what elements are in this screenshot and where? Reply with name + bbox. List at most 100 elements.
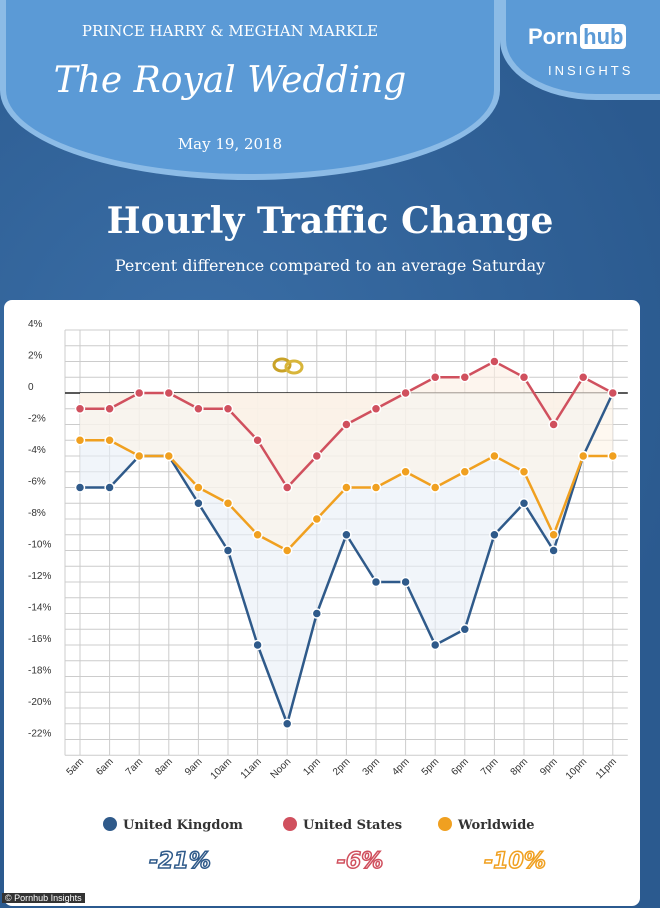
data-point <box>518 372 530 383</box>
data-point <box>429 372 441 383</box>
data-point <box>548 529 559 540</box>
event-title: The Royal Wedding <box>53 60 407 101</box>
y-tick-label: -18% <box>28 666 51 677</box>
y-tick-label: -14% <box>28 603 51 614</box>
data-point <box>577 450 589 462</box>
data-point <box>163 450 175 462</box>
x-tick-label: 6pm <box>449 756 471 778</box>
data-point <box>133 450 145 462</box>
data-point <box>74 403 86 414</box>
data-point <box>311 608 323 619</box>
data-point <box>429 639 441 651</box>
x-tick-label: 9pm <box>538 756 560 778</box>
x-tick-label: 3pm <box>361 756 383 778</box>
y-tick-label: -8% <box>28 508 46 519</box>
data-point <box>400 387 411 399</box>
data-point <box>400 576 411 588</box>
data-point <box>518 466 530 477</box>
data-point <box>489 450 500 462</box>
rings-icon <box>284 359 304 375</box>
brand-b: hub <box>580 24 627 49</box>
data-point <box>370 403 382 414</box>
y-tick-label: 0 <box>28 382 34 393</box>
data-point <box>459 372 471 383</box>
legend-marker <box>103 817 117 831</box>
data-point <box>281 545 293 556</box>
data-point <box>518 498 530 509</box>
summary-value: -10% <box>484 849 546 874</box>
x-tick-label: 5pm <box>420 756 442 778</box>
data-point <box>548 545 559 556</box>
data-point <box>311 513 323 525</box>
brand-logo: Porn hub <box>528 24 627 50</box>
data-point <box>489 529 500 540</box>
x-tick-label: 2pm <box>331 756 353 778</box>
data-point <box>489 356 500 367</box>
data-point <box>459 624 471 635</box>
y-tick-label: -4% <box>28 445 46 456</box>
data-point <box>281 718 293 729</box>
data-point <box>193 403 204 414</box>
x-tick-label: 11pm <box>594 756 619 781</box>
data-point <box>311 450 323 462</box>
data-point <box>429 482 441 493</box>
legend-label: United States <box>303 818 402 833</box>
data-point <box>222 403 234 414</box>
y-tick-label: -16% <box>28 634 51 645</box>
data-point <box>607 387 619 399</box>
data-point <box>577 372 589 383</box>
rings-icon <box>272 357 292 373</box>
data-point <box>370 576 382 588</box>
y-tick-label: -6% <box>28 477 46 488</box>
y-tick-label: -12% <box>28 571 51 582</box>
x-tick-label: 8pm <box>509 756 531 778</box>
y-tick-label: 4% <box>28 319 43 330</box>
legend-label: United Kingdom <box>123 818 243 833</box>
series-area-2 <box>80 393 613 551</box>
x-tick-label: 10pm <box>564 756 589 781</box>
y-tick-label: -10% <box>28 540 51 551</box>
legend-marker <box>283 817 297 831</box>
couple-names: PRINCE HARRY & MEGHAN MARKLE <box>81 22 379 40</box>
x-tick-label: 7am <box>124 756 146 778</box>
data-point <box>607 450 619 462</box>
y-tick-label: 2% <box>28 351 43 362</box>
chart-subtitle: Percent difference compared to an averag… <box>114 256 546 275</box>
x-tick-label: 7pm <box>479 756 501 778</box>
data-point <box>222 498 234 509</box>
x-tick-label: 8am <box>153 756 175 778</box>
x-tick-label: 11am <box>239 756 264 781</box>
data-point <box>163 387 175 399</box>
data-point <box>252 435 263 446</box>
credit: © Pornhub Insights <box>2 893 85 903</box>
brand-sub: INSIGHTS <box>548 63 634 78</box>
data-point <box>252 639 263 651</box>
brand-a: Porn <box>528 24 579 49</box>
data-point <box>222 545 234 556</box>
data-point <box>341 419 352 430</box>
event-date: May 19, 2018 <box>177 135 283 153</box>
data-point <box>104 403 115 414</box>
data-point <box>281 482 293 493</box>
y-tick-label: -20% <box>28 697 51 708</box>
data-point <box>74 482 86 493</box>
header-banner <box>0 0 500 180</box>
data-point <box>104 482 115 493</box>
data-point <box>193 498 204 509</box>
x-tick-label: 1pm <box>301 756 323 778</box>
x-tick-label: 4pm <box>390 756 412 778</box>
x-tick-label: 9am <box>183 756 205 778</box>
chart-title: Hourly Traffic Change <box>106 200 554 242</box>
data-point <box>341 482 352 493</box>
x-tick-label: 10am <box>209 756 234 781</box>
x-tick-label: 6am <box>94 756 116 778</box>
data-point <box>74 435 86 446</box>
data-point <box>459 466 471 477</box>
data-point <box>341 529 352 540</box>
data-point <box>400 466 411 477</box>
y-tick-label: -2% <box>28 414 46 425</box>
legend-marker <box>438 817 452 831</box>
data-point <box>133 387 145 399</box>
data-point <box>548 419 559 430</box>
